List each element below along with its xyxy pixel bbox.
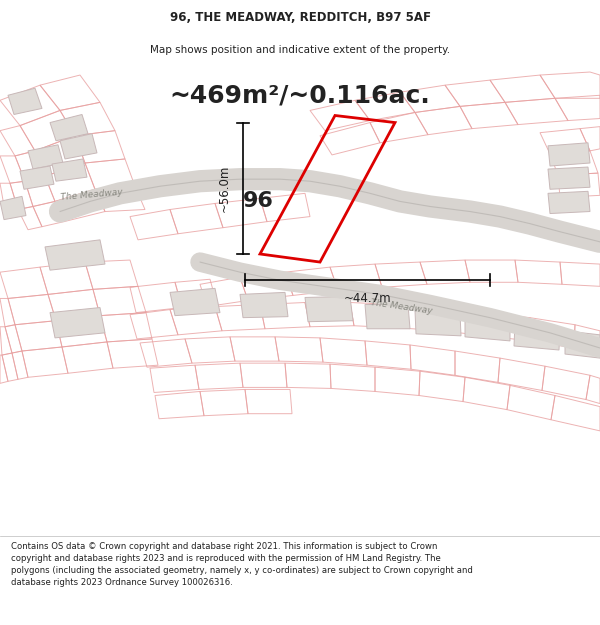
Polygon shape [548, 191, 590, 214]
Text: Map shows position and indicative extent of the property.: Map shows position and indicative extent… [150, 46, 450, 56]
Polygon shape [514, 322, 560, 350]
Polygon shape [365, 304, 410, 329]
Polygon shape [20, 166, 54, 189]
Text: 96, THE MEADWAY, REDDITCH, B97 5AF: 96, THE MEADWAY, REDDITCH, B97 5AF [170, 11, 431, 24]
Text: Contains OS data © Crown copyright and database right 2021. This information is : Contains OS data © Crown copyright and d… [11, 542, 473, 587]
Polygon shape [305, 296, 353, 322]
Polygon shape [60, 134, 97, 159]
Polygon shape [565, 331, 600, 358]
Polygon shape [0, 196, 26, 219]
Polygon shape [465, 314, 510, 341]
Polygon shape [50, 114, 88, 141]
Text: 96: 96 [242, 191, 274, 211]
Polygon shape [8, 88, 42, 114]
Text: ~56.0m: ~56.0m [218, 164, 231, 212]
Text: ~44.7m: ~44.7m [344, 292, 391, 306]
Polygon shape [240, 292, 288, 318]
Polygon shape [45, 240, 105, 270]
Polygon shape [548, 142, 590, 166]
Polygon shape [28, 145, 63, 169]
Polygon shape [170, 288, 220, 316]
Polygon shape [415, 311, 461, 336]
Polygon shape [548, 167, 590, 189]
Text: The Meadway: The Meadway [370, 298, 433, 316]
Text: ~469m²/~0.116ac.: ~469m²/~0.116ac. [170, 83, 430, 107]
Polygon shape [50, 308, 105, 338]
Polygon shape [52, 159, 87, 181]
Text: The Meadway: The Meadway [60, 187, 123, 201]
